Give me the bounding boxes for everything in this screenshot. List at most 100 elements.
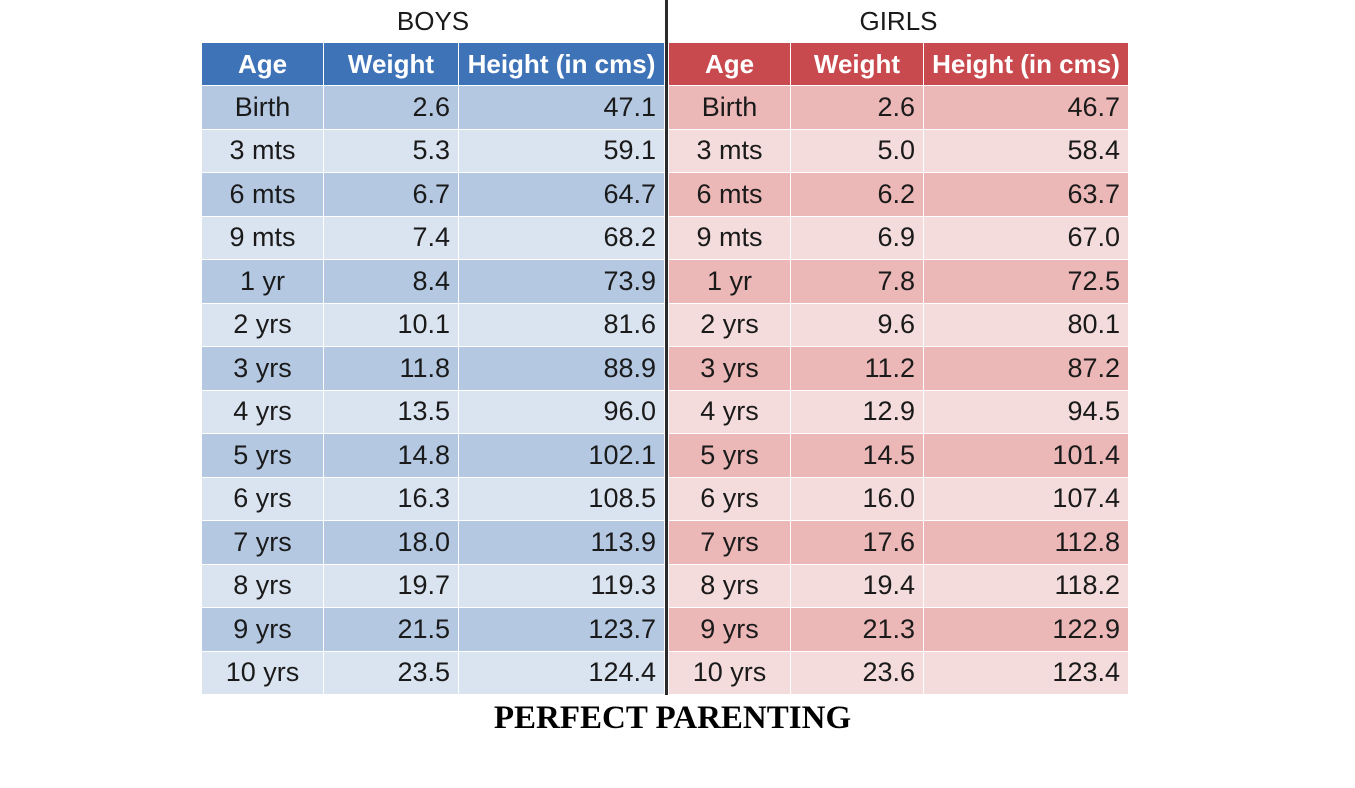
age-cell: 6 yrs bbox=[201, 476, 324, 521]
girls-table: Age Weight Height (in cms) Birth 2.6 46.7 3… bbox=[668, 42, 1129, 695]
age-cell: 8 yrs bbox=[668, 563, 791, 608]
height-cell: 123.7 bbox=[458, 607, 665, 652]
weight-cell: 6.9 bbox=[790, 215, 924, 260]
age-cell: 9 yrs bbox=[668, 607, 791, 652]
weight-cell: 21.3 bbox=[790, 607, 924, 652]
table-row: 2 yrs 9.6 80.1 bbox=[668, 302, 1129, 347]
weight-cell: 19.7 bbox=[323, 563, 459, 608]
chart-panels: BOYS Age Weight Height (in cms) Birth 2.6… bbox=[201, 0, 1129, 695]
girls-title: GIRLS bbox=[668, 0, 1129, 42]
age-cell: 6 yrs bbox=[668, 476, 791, 521]
girls-table-body: Birth 2.6 46.7 3 mts 5.0 58.4 6 mts 6.2 63.7 9 mt… bbox=[668, 85, 1129, 695]
height-cell: 118.2 bbox=[923, 563, 1129, 608]
height-cell: 72.5 bbox=[923, 259, 1129, 304]
height-cell: 59.1 bbox=[458, 128, 665, 173]
age-cell: 4 yrs bbox=[668, 389, 791, 434]
height-cell: 81.6 bbox=[458, 302, 665, 347]
age-cell: 7 yrs bbox=[201, 520, 324, 565]
age-cell: 7 yrs bbox=[668, 520, 791, 565]
table-row: 9 mts 7.4 68.2 bbox=[201, 215, 665, 260]
height-cell: 112.8 bbox=[923, 520, 1129, 565]
girls-header-age: Age bbox=[668, 42, 791, 86]
age-cell: 8 yrs bbox=[201, 563, 324, 608]
age-cell: 4 yrs bbox=[201, 389, 324, 434]
boys-header-weight: Weight bbox=[323, 42, 459, 86]
age-cell: Birth bbox=[668, 85, 791, 130]
height-cell: 68.2 bbox=[458, 215, 665, 260]
age-cell: 9 mts bbox=[668, 215, 791, 260]
caption-text: PERFECT PARENTING bbox=[493, 700, 852, 736]
weight-cell: 10.1 bbox=[323, 302, 459, 347]
weight-cell: 18.0 bbox=[323, 520, 459, 565]
height-cell: 87.2 bbox=[923, 346, 1129, 391]
table-row: 4 yrs 12.9 94.5 bbox=[668, 389, 1129, 434]
age-cell: 6 mts bbox=[201, 172, 324, 217]
height-cell: 124.4 bbox=[458, 650, 665, 695]
boys-table-body: Birth 2.6 47.1 3 mts 5.3 59.1 6 mts 6.7 64.7 9 mt… bbox=[201, 85, 665, 695]
age-cell: 3 yrs bbox=[668, 346, 791, 391]
height-cell: 73.9 bbox=[458, 259, 665, 304]
height-cell: 46.7 bbox=[923, 85, 1129, 130]
growth-chart: BOYS Age Weight Height (in cms) Birth 2.6… bbox=[201, 0, 1129, 695]
weight-cell: 14.5 bbox=[790, 433, 924, 478]
table-row: 9 mts 6.9 67.0 bbox=[668, 215, 1129, 260]
weight-cell: 23.5 bbox=[323, 650, 459, 695]
weight-cell: 7.8 bbox=[790, 259, 924, 304]
weight-cell: 8.4 bbox=[323, 259, 459, 304]
weight-cell: 16.3 bbox=[323, 476, 459, 521]
age-cell: 9 yrs bbox=[201, 607, 324, 652]
table-row: 10 yrs 23.6 123.4 bbox=[668, 650, 1129, 695]
weight-cell: 7.4 bbox=[323, 215, 459, 260]
weight-cell: 16.0 bbox=[790, 476, 924, 521]
girls-panel: GIRLS Age Weight Height (in cms) Birth 2.… bbox=[668, 0, 1129, 695]
height-cell: 63.7 bbox=[923, 172, 1129, 217]
age-cell: 2 yrs bbox=[668, 302, 791, 347]
age-cell: 6 mts bbox=[668, 172, 791, 217]
table-row: 7 yrs 17.6 112.8 bbox=[668, 520, 1129, 565]
boys-panel: BOYS Age Weight Height (in cms) Birth 2.6… bbox=[201, 0, 668, 695]
weight-cell: 23.6 bbox=[790, 650, 924, 695]
table-row: 3 mts 5.0 58.4 bbox=[668, 128, 1129, 173]
table-row: 9 yrs 21.5 123.7 bbox=[201, 607, 665, 652]
age-cell: Birth bbox=[201, 85, 324, 130]
boys-table: Age Weight Height (in cms) Birth 2.6 47.1 3… bbox=[201, 42, 665, 695]
weight-cell: 11.8 bbox=[323, 346, 459, 391]
boys-header-age: Age bbox=[201, 42, 324, 86]
age-cell: 3 mts bbox=[201, 128, 324, 173]
table-row: 1 yr 8.4 73.9 bbox=[201, 259, 665, 304]
height-cell: 88.9 bbox=[458, 346, 665, 391]
table-row: 7 yrs 18.0 113.9 bbox=[201, 520, 665, 565]
weight-cell: 19.4 bbox=[790, 563, 924, 608]
weight-cell: 21.5 bbox=[323, 607, 459, 652]
weight-cell: 12.9 bbox=[790, 389, 924, 434]
table-row: 8 yrs 19.7 119.3 bbox=[201, 563, 665, 608]
height-cell: 67.0 bbox=[923, 215, 1129, 260]
table-row: 3 mts 5.3 59.1 bbox=[201, 128, 665, 173]
height-cell: 58.4 bbox=[923, 128, 1129, 173]
age-cell: 2 yrs bbox=[201, 302, 324, 347]
weight-cell: 14.8 bbox=[323, 433, 459, 478]
age-cell: 10 yrs bbox=[201, 650, 324, 695]
table-row: 1 yr 7.8 72.5 bbox=[668, 259, 1129, 304]
boys-title: BOYS bbox=[201, 0, 665, 42]
height-cell: 122.9 bbox=[923, 607, 1129, 652]
weight-cell: 2.6 bbox=[790, 85, 924, 130]
table-row: 5 yrs 14.8 102.1 bbox=[201, 433, 665, 478]
table-row: 6 mts 6.2 63.7 bbox=[668, 172, 1129, 217]
girls-header-row: Age Weight Height (in cms) bbox=[668, 42, 1129, 86]
weight-cell: 11.2 bbox=[790, 346, 924, 391]
age-cell: 3 yrs bbox=[201, 346, 324, 391]
height-cell: 119.3 bbox=[458, 563, 665, 608]
weight-cell: 6.7 bbox=[323, 172, 459, 217]
height-cell: 123.4 bbox=[923, 650, 1129, 695]
table-row: 6 yrs 16.3 108.5 bbox=[201, 476, 665, 521]
age-cell: 1 yr bbox=[668, 259, 791, 304]
table-row: 3 yrs 11.8 88.9 bbox=[201, 346, 665, 391]
age-cell: 3 mts bbox=[668, 128, 791, 173]
height-cell: 113.9 bbox=[458, 520, 665, 565]
height-cell: 107.4 bbox=[923, 476, 1129, 521]
weight-cell: 5.3 bbox=[323, 128, 459, 173]
height-cell: 64.7 bbox=[458, 172, 665, 217]
age-cell: 10 yrs bbox=[668, 650, 791, 695]
age-cell: 5 yrs bbox=[668, 433, 791, 478]
